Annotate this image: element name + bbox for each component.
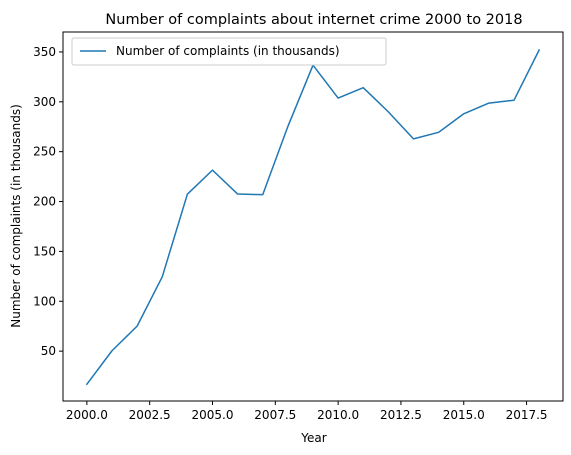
x-tick-label: 2012.5 xyxy=(380,408,422,422)
legend-label: Number of complaints (in thousands) xyxy=(116,44,340,58)
y-tick-label: 50 xyxy=(41,344,56,358)
y-tick-label: 200 xyxy=(33,195,56,209)
x-tick-label: 2002.5 xyxy=(129,408,171,422)
y-tick-label: 250 xyxy=(33,145,56,159)
legend-box xyxy=(71,37,387,66)
x-tick-label: 2000.0 xyxy=(66,408,108,422)
series-line xyxy=(85,49,541,386)
plot-area: 2000.0 2002.5 2005.0 2007.5 2010.0 2012.5 2015… xyxy=(33,31,564,422)
x-tick-label: 2010.0 xyxy=(317,408,359,422)
chart-title: Number of complaints about internet crim… xyxy=(105,12,522,28)
y-tick-label: 300 xyxy=(33,95,56,109)
legend: Number of complaints (in thousands) xyxy=(71,37,387,66)
y-tick-label: 100 xyxy=(33,294,56,308)
x-axis-label: Year xyxy=(300,431,326,445)
y-tick-label: 150 xyxy=(33,244,56,258)
y-tick-label: 350 xyxy=(33,45,56,59)
x-tick-label: 2005.0 xyxy=(191,408,233,422)
x-tick-label: 2017.5 xyxy=(506,408,548,422)
axes-frame xyxy=(62,31,564,402)
x-tick-label: 2015.0 xyxy=(443,408,485,422)
y-axis-label: Number of complaints (in thousands) xyxy=(9,104,23,328)
x-tick-label: 2007.5 xyxy=(254,408,296,422)
